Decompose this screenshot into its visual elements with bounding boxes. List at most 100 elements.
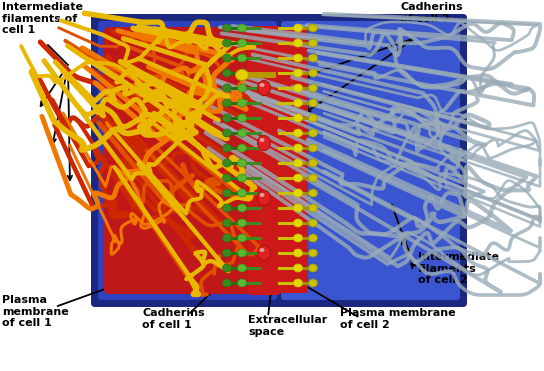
- Bar: [231, 147, 245, 150]
- Bar: [231, 236, 245, 240]
- Bar: [278, 161, 294, 164]
- FancyBboxPatch shape: [91, 14, 284, 307]
- Ellipse shape: [238, 234, 246, 242]
- Ellipse shape: [308, 234, 318, 242]
- Bar: [231, 191, 245, 194]
- Ellipse shape: [238, 99, 246, 107]
- Bar: [278, 191, 294, 194]
- Ellipse shape: [294, 279, 302, 287]
- Ellipse shape: [238, 174, 246, 182]
- Bar: [278, 207, 294, 210]
- Bar: [246, 282, 262, 285]
- Ellipse shape: [308, 279, 318, 287]
- Bar: [246, 266, 262, 269]
- Bar: [246, 116, 262, 119]
- Ellipse shape: [294, 114, 302, 122]
- Bar: [278, 221, 294, 224]
- Ellipse shape: [294, 189, 302, 197]
- Bar: [278, 72, 294, 75]
- Ellipse shape: [238, 204, 246, 212]
- Text: Cadherins
of cell 2: Cadherins of cell 2: [400, 2, 462, 24]
- Ellipse shape: [257, 81, 270, 95]
- Ellipse shape: [222, 279, 232, 287]
- FancyBboxPatch shape: [281, 21, 460, 300]
- Ellipse shape: [238, 264, 246, 272]
- Ellipse shape: [238, 279, 246, 287]
- Bar: [295, 161, 309, 164]
- Ellipse shape: [259, 138, 264, 142]
- Ellipse shape: [294, 144, 302, 152]
- Bar: [231, 42, 245, 45]
- Bar: [246, 102, 262, 105]
- Ellipse shape: [257, 135, 270, 151]
- Ellipse shape: [238, 249, 246, 257]
- Ellipse shape: [308, 249, 318, 257]
- Bar: [231, 56, 245, 59]
- Bar: [246, 252, 262, 255]
- Ellipse shape: [238, 159, 246, 167]
- Bar: [231, 266, 245, 269]
- Ellipse shape: [259, 248, 264, 252]
- Bar: [246, 221, 262, 224]
- Ellipse shape: [238, 114, 246, 122]
- Ellipse shape: [238, 39, 246, 47]
- Bar: [278, 252, 294, 255]
- Bar: [231, 131, 245, 135]
- Bar: [278, 42, 294, 45]
- Text: Plasma membrane
of cell 2: Plasma membrane of cell 2: [340, 308, 456, 329]
- FancyBboxPatch shape: [278, 28, 308, 293]
- Ellipse shape: [308, 204, 318, 212]
- Ellipse shape: [222, 204, 232, 212]
- Ellipse shape: [238, 69, 246, 77]
- Bar: [278, 147, 294, 150]
- Ellipse shape: [294, 24, 302, 32]
- Ellipse shape: [222, 264, 232, 272]
- Ellipse shape: [238, 219, 246, 227]
- Ellipse shape: [222, 84, 232, 92]
- Bar: [246, 72, 262, 75]
- Ellipse shape: [222, 249, 232, 257]
- Bar: [295, 266, 309, 269]
- Ellipse shape: [238, 84, 246, 92]
- Bar: [295, 236, 309, 240]
- Ellipse shape: [294, 129, 302, 137]
- Bar: [246, 161, 262, 164]
- Bar: [246, 191, 262, 194]
- Bar: [231, 116, 245, 119]
- Bar: [278, 266, 294, 269]
- FancyBboxPatch shape: [98, 21, 277, 300]
- Ellipse shape: [222, 54, 232, 62]
- Ellipse shape: [294, 204, 302, 212]
- Ellipse shape: [294, 159, 302, 167]
- Bar: [246, 26, 262, 30]
- Bar: [231, 282, 245, 285]
- Ellipse shape: [222, 114, 232, 122]
- Ellipse shape: [238, 144, 246, 152]
- Bar: [246, 207, 262, 210]
- Bar: [231, 207, 245, 210]
- Bar: [278, 236, 294, 240]
- Ellipse shape: [222, 159, 232, 167]
- Bar: [278, 177, 294, 180]
- Bar: [246, 147, 262, 150]
- Text: Cadherins
of cell 1: Cadherins of cell 1: [142, 308, 205, 329]
- Bar: [278, 282, 294, 285]
- Ellipse shape: [308, 99, 318, 107]
- Ellipse shape: [294, 69, 302, 77]
- Bar: [295, 252, 309, 255]
- Ellipse shape: [308, 54, 318, 62]
- Bar: [295, 116, 309, 119]
- Ellipse shape: [308, 174, 318, 182]
- Bar: [246, 236, 262, 240]
- Bar: [295, 191, 309, 194]
- Ellipse shape: [308, 144, 318, 152]
- Ellipse shape: [308, 219, 318, 227]
- Ellipse shape: [238, 129, 246, 137]
- Ellipse shape: [308, 39, 318, 47]
- Ellipse shape: [222, 69, 232, 77]
- Ellipse shape: [294, 54, 302, 62]
- Bar: [231, 86, 245, 89]
- Ellipse shape: [294, 249, 302, 257]
- Bar: [278, 131, 294, 135]
- Bar: [231, 221, 245, 224]
